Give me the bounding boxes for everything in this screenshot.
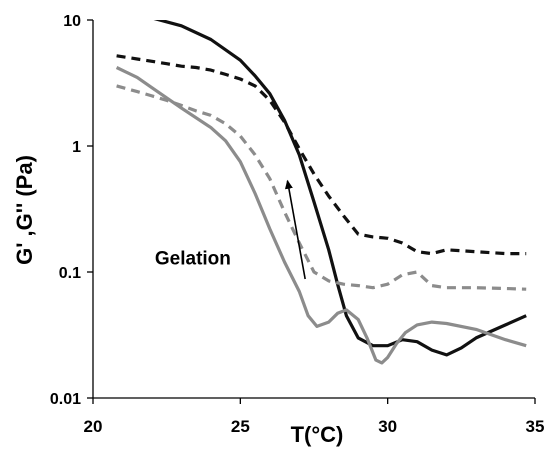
x-tick-label: 20: [84, 417, 103, 436]
series-line-4: [116, 84, 527, 291]
x-tick-label: 35: [526, 417, 545, 436]
y-tick-label: 0.01: [50, 391, 81, 408]
y-tick-label: 0.1: [59, 265, 81, 282]
x-axis-label: T(°C): [291, 422, 344, 447]
series-line-3: [115, 66, 527, 365]
x-tick-label: 30: [378, 417, 397, 436]
gelation-annotation: Gelation: [155, 249, 231, 270]
x-tick-label: 25: [231, 417, 250, 436]
series-line-2: [116, 54, 527, 256]
y-tick-label: 1: [72, 139, 81, 156]
y-tick-label: 10: [63, 13, 81, 30]
y-axis-label: G' ,G'' (Pa): [12, 155, 37, 265]
gelation-arrow: [284, 179, 306, 280]
